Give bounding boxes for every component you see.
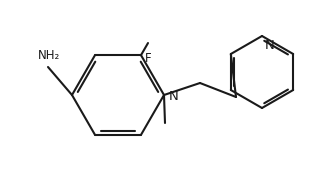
Text: N: N <box>169 90 179 102</box>
Text: F: F <box>145 52 151 65</box>
Text: N: N <box>265 39 275 52</box>
Text: NH₂: NH₂ <box>38 49 60 62</box>
